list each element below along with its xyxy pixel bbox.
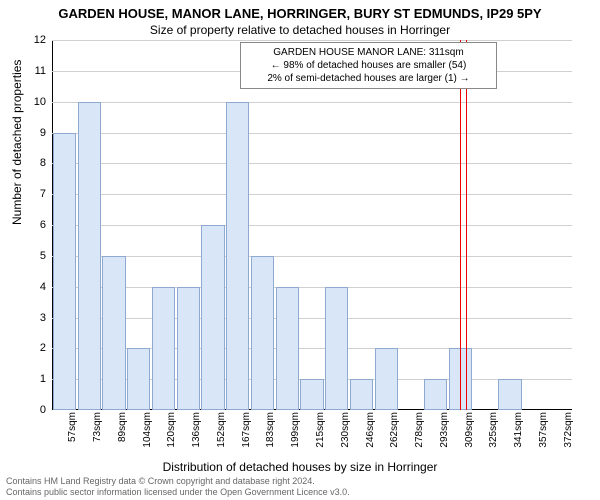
gridline [52,318,572,319]
histogram-bar [325,287,348,410]
gridline [52,194,572,195]
gridline [52,287,572,288]
annotation-line: ← 98% of detached houses are smaller (54… [246,59,491,72]
x-tick: 120sqm [166,412,177,462]
marker-line [466,40,467,410]
marker-line [460,40,461,410]
annotation-box: GARDEN HOUSE MANOR LANE: 311sqm← 98% of … [240,42,497,89]
histogram-bar [300,379,323,410]
x-tick: 278sqm [414,412,425,462]
x-axis-label: Distribution of detached houses by size … [0,460,600,474]
y-tick: 10 [26,96,46,108]
annotation-line: GARDEN HOUSE MANOR LANE: 311sqm [246,46,491,59]
histogram-bar [78,102,101,410]
histogram-bar [424,379,447,410]
footer-line-2: Contains public sector information licen… [6,487,350,498]
x-tick: 136sqm [191,412,202,462]
chart-area: 012345678910111257sqm73sqm89sqm104sqm120… [52,40,572,410]
x-tick: 152sqm [216,412,227,462]
histogram-bar [226,102,249,410]
histogram-bar [152,287,175,410]
gridline [52,163,572,164]
y-tick: 5 [26,250,46,262]
x-tick: 246sqm [365,412,376,462]
histogram-bar [251,256,274,410]
histogram-bar [102,256,125,410]
y-tick: 9 [26,127,46,139]
page-title: GARDEN HOUSE, MANOR LANE, HORRINGER, BUR… [0,0,600,21]
y-tick: 3 [26,312,46,324]
y-tick: 1 [26,373,46,385]
x-tick: 325sqm [488,412,499,462]
gridline [52,40,572,41]
plot-area: 012345678910111257sqm73sqm89sqm104sqm120… [52,40,572,410]
y-tick: 6 [26,219,46,231]
y-tick: 8 [26,157,46,169]
footer-line-1: Contains HM Land Registry data © Crown c… [6,476,350,487]
y-tick: 4 [26,281,46,293]
y-tick: 11 [26,65,46,77]
page-subtitle: Size of property relative to detached ho… [0,21,600,37]
histogram-bar [201,225,224,410]
x-tick: 167sqm [241,412,252,462]
x-tick: 230sqm [340,412,351,462]
histogram-bar [498,379,521,410]
gridline [52,102,572,103]
histogram-bar [350,379,373,410]
histogram-bar [375,348,398,410]
histogram-bar [276,287,299,410]
histogram-bar [127,348,150,410]
y-tick: 7 [26,188,46,200]
x-tick: 199sqm [290,412,301,462]
x-tick: 183sqm [265,412,276,462]
gridline [52,256,572,257]
x-tick: 262sqm [389,412,400,462]
y-tick: 12 [26,34,46,46]
histogram-bar [53,133,76,411]
histogram-bar [177,287,200,410]
footer-attribution: Contains HM Land Registry data © Crown c… [6,476,350,498]
y-axis-label: Number of detached properties [10,60,24,225]
x-tick: 372sqm [563,412,574,462]
x-tick: 341sqm [513,412,524,462]
x-tick: 89sqm [117,412,128,462]
x-tick: 73sqm [92,412,103,462]
x-tick: 357sqm [538,412,549,462]
x-tick: 309sqm [464,412,475,462]
x-tick: 215sqm [315,412,326,462]
gridline [52,225,572,226]
x-tick: 104sqm [142,412,153,462]
y-tick: 0 [26,404,46,416]
y-tick: 2 [26,342,46,354]
gridline [52,133,572,134]
x-tick: 57sqm [67,412,78,462]
annotation-line: 2% of semi-detached houses are larger (1… [246,72,491,85]
x-tick: 293sqm [439,412,450,462]
